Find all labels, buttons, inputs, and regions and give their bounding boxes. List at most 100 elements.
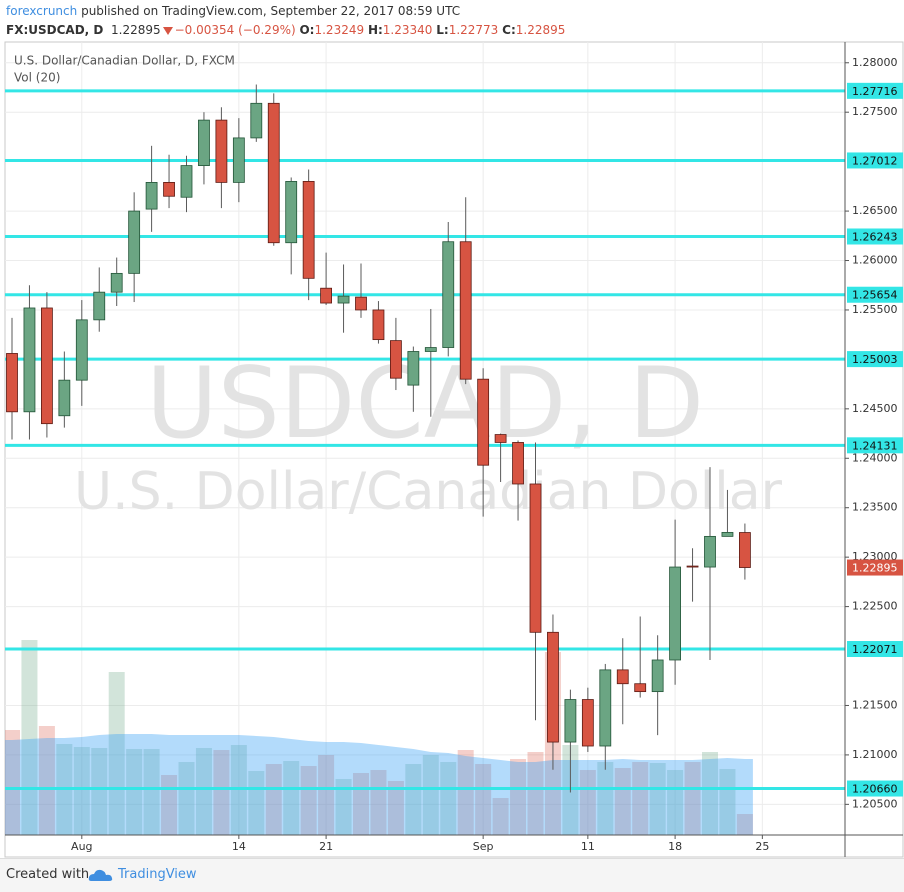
- volume-bar: [108, 672, 125, 835]
- volume-bar: [614, 768, 631, 835]
- level-label-box: [847, 641, 903, 658]
- volume-bar: [38, 726, 55, 835]
- watermark-symbol: USDCAD, D: [146, 347, 704, 461]
- candle-body: [581, 699, 594, 747]
- footer: Created with TradingView: [0, 858, 904, 892]
- volume-bar: [248, 771, 265, 835]
- created-with: Created with: [6, 867, 90, 882]
- candle-body: [407, 351, 420, 386]
- volume-bar: [405, 764, 422, 835]
- ohlc-value: 1.23340: [382, 23, 433, 37]
- volume-bar: [370, 770, 387, 835]
- level-label-box: [847, 780, 903, 797]
- quote-line: FX:USDCAD, D 1.22895 −0.00354 (−0.29%) O:…: [6, 21, 896, 40]
- candle-body: [267, 102, 280, 244]
- level-label: 1.25003: [852, 353, 898, 366]
- ohlc-key: O:: [299, 23, 315, 37]
- volume-bar: [73, 747, 90, 835]
- volume-bar: [719, 769, 736, 835]
- volume-bar: [178, 762, 195, 835]
- candle-body: [704, 535, 716, 568]
- volume-bar: [440, 762, 457, 835]
- level-label-box: [847, 228, 903, 245]
- candle-body: [616, 669, 629, 685]
- ohlc-value: 1.22895: [515, 23, 566, 37]
- candle-body: [128, 210, 141, 274]
- ohlc-key: L:: [436, 23, 449, 37]
- candle-body: [459, 241, 472, 380]
- candle-body: [110, 272, 123, 293]
- candle-body: [651, 659, 664, 693]
- candle-body: [23, 307, 36, 413]
- candle-body: [215, 119, 228, 183]
- y-tick-label: 1.24500: [852, 402, 898, 415]
- published: published on TradingView.com, September …: [81, 4, 461, 18]
- volume-bar: [195, 748, 212, 835]
- volume-bar: [213, 750, 230, 835]
- y-tick-label: 1.25500: [852, 303, 898, 316]
- candle-body: [58, 379, 71, 417]
- volume-bar: [579, 770, 596, 835]
- y-tick-label: 1.24000: [852, 451, 898, 464]
- volume-bar: [510, 759, 527, 835]
- candle-body: [302, 181, 315, 279]
- y-tick-label: 1.23500: [852, 501, 898, 514]
- volume-bar: [126, 749, 143, 835]
- candle-body: [477, 378, 490, 466]
- volume-bar: [21, 640, 38, 835]
- candle-body: [6, 353, 18, 413]
- candle-body: [320, 287, 333, 304]
- volume-legend: Vol (20): [14, 71, 60, 85]
- symbol: FX:USDCAD, D: [6, 23, 104, 37]
- tv-logo: [88, 869, 113, 881]
- brand[interactable]: TradingView: [118, 867, 197, 882]
- candle-body: [75, 319, 88, 381]
- volume-bar: [492, 798, 509, 835]
- volume-bar: [91, 748, 108, 835]
- publisher[interactable]: forexcrunch: [6, 4, 78, 18]
- volume-bar: [702, 752, 718, 835]
- y-tick-label: 1.21500: [852, 698, 898, 711]
- x-tick-label: 25: [755, 840, 769, 853]
- volume-ma-area: [5, 734, 753, 835]
- candle-body: [337, 295, 350, 304]
- y-tick-label: 1.22500: [852, 600, 898, 613]
- candle-body: [198, 119, 210, 166]
- ohlc: O:1.23249 H:1.23340 L:1.22773 C:1.22895: [299, 23, 565, 37]
- volume-bar: [265, 764, 282, 835]
- level-label: 1.22071: [852, 643, 898, 656]
- volume-bar: [318, 755, 335, 835]
- y-tick-label: 1.26000: [852, 254, 898, 267]
- candle-body: [355, 296, 367, 311]
- candle-body: [739, 532, 751, 568]
- level-label: 1.24131: [852, 439, 898, 452]
- volume-bar: [527, 752, 544, 835]
- level-label-box: [847, 82, 903, 99]
- candle-body: [669, 566, 681, 661]
- candle-body: [442, 241, 455, 348]
- candle-body: [389, 340, 402, 379]
- level-label: 1.25654: [852, 289, 898, 302]
- level-label: 1.27716: [852, 85, 898, 98]
- level-label-box: [847, 152, 903, 169]
- x-tick-label: 14: [232, 840, 246, 853]
- candle-body: [529, 483, 542, 633]
- level-label: 1.20660: [852, 783, 898, 796]
- volume-bar: [597, 762, 614, 835]
- candle-body: [494, 434, 507, 443]
- candle-body: [547, 631, 559, 743]
- level-label: 1.27012: [852, 154, 898, 167]
- volume-bar: [736, 814, 753, 835]
- ohlc-value: 1.23249: [314, 23, 365, 37]
- chart-title: U.S. Dollar/Canadian Dollar, D, FXCM: [14, 54, 235, 68]
- candle-body: [634, 683, 647, 693]
- volume-bar: [422, 755, 439, 835]
- volume-bar: [475, 764, 492, 835]
- candle-body: [686, 565, 699, 568]
- candle-body: [180, 165, 193, 198]
- volume-bar: [143, 749, 160, 835]
- publish-line: forexcrunch published on TradingView.com…: [6, 2, 896, 21]
- ohlc-value: 1.22773: [448, 23, 499, 37]
- candle-body: [721, 532, 734, 537]
- y-tick-label: 1.26500: [852, 204, 898, 217]
